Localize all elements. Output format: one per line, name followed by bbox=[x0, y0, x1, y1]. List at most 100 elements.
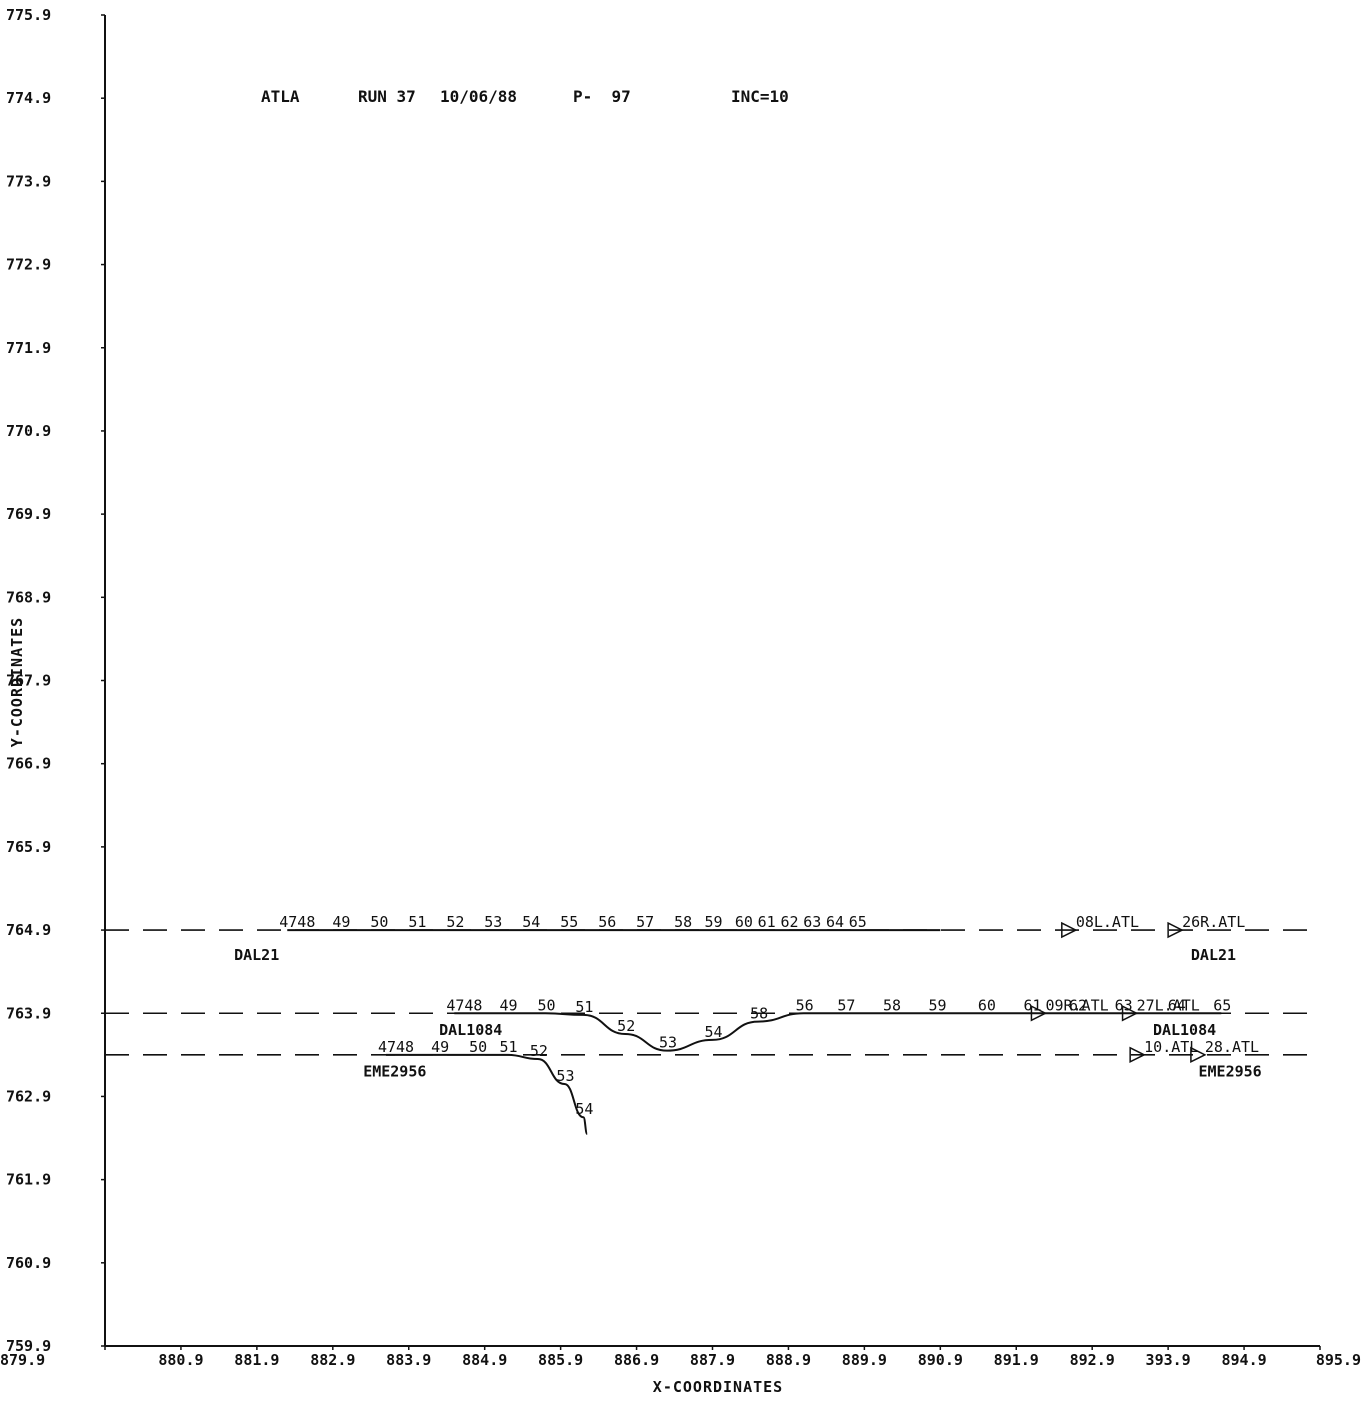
track-point-label: 62 bbox=[1069, 996, 1087, 1014]
y-tick-label: 765.9 bbox=[6, 838, 51, 856]
track-point-label: 59 bbox=[705, 913, 723, 931]
track-point-label: 52 bbox=[446, 913, 464, 931]
x-tick-label: 884.9 bbox=[462, 1351, 507, 1369]
aircraft-label: EME2956 bbox=[1199, 1062, 1262, 1080]
x-tick-label: 892.9 bbox=[1070, 1351, 1115, 1369]
y-tick-label: 763.9 bbox=[6, 1004, 51, 1022]
runway-label: 09R.ATL bbox=[1045, 996, 1108, 1014]
y-tick-label: 767.9 bbox=[6, 672, 51, 690]
header-date: 10/06/88 bbox=[440, 87, 517, 106]
x-tick-label: 879.9 bbox=[0, 1351, 45, 1369]
track-point-label: 64 bbox=[1168, 996, 1186, 1014]
aircraft-label: DAL1084 bbox=[439, 1021, 502, 1039]
track-point-label: 59 bbox=[929, 996, 947, 1014]
track-point-label: 63 bbox=[1115, 996, 1133, 1014]
x-tick-label: 393.9 bbox=[1146, 1351, 1191, 1369]
runway-threshold-icon bbox=[1190, 1046, 1207, 1064]
track-point-label: 61 bbox=[758, 913, 776, 931]
track-point-label: 65 bbox=[1213, 996, 1231, 1014]
track-point-label: 51 bbox=[408, 913, 426, 931]
track-point-label: 51 bbox=[499, 1038, 517, 1056]
x-axis-title: X-COORDINATES bbox=[653, 1378, 783, 1396]
axes: 775.9 774.9 773.9 772.9 771.9 770.9 769.9 768.9… bbox=[0, 6, 1361, 1369]
track-point-label: 52 bbox=[617, 1017, 635, 1035]
header-site: ATLA bbox=[261, 87, 300, 106]
chart-header: ATLA RUN 37 10/06/88 P- 97 INC=10 bbox=[261, 87, 789, 106]
track-line bbox=[385, 1053, 589, 1135]
runway-threshold-icon bbox=[1061, 921, 1078, 939]
x-tick-label: 891.9 bbox=[994, 1351, 1039, 1369]
track-point-label: 65 bbox=[849, 913, 867, 931]
track-point-label: 54 bbox=[522, 913, 540, 931]
track-point-label: 52 bbox=[530, 1042, 548, 1060]
runway-threshold-icon bbox=[1129, 1046, 1146, 1064]
track-point-label: 4748 bbox=[279, 913, 315, 931]
y-tick-label: 759.9 bbox=[6, 1337, 51, 1355]
header-run: RUN 37 bbox=[358, 87, 416, 106]
track-point-label: 4748 bbox=[378, 1038, 414, 1056]
track-point-label: 4748 bbox=[446, 996, 482, 1014]
track-point-label: 49 bbox=[431, 1038, 449, 1056]
track-dal1084: 4748 49 50 51 52 53 54 58 56 57 58 59 60 61 62 63 64 65 DA… bbox=[439, 996, 1231, 1051]
x-tick-label: 890.9 bbox=[918, 1351, 963, 1369]
track-point-label: 56 bbox=[796, 996, 814, 1014]
track-point-label: 49 bbox=[499, 996, 517, 1014]
runway-label: 28.ATL bbox=[1205, 1038, 1259, 1056]
track-point-label: 61 bbox=[1023, 996, 1041, 1014]
track-point-label: 49 bbox=[332, 913, 350, 931]
aircraft-label: DAL21 bbox=[234, 946, 279, 964]
y-tick-label: 761.9 bbox=[6, 1171, 51, 1189]
aircraft-label: DAL21 bbox=[1191, 946, 1236, 964]
track-point-label: 51 bbox=[575, 998, 593, 1016]
track-line bbox=[454, 1012, 1222, 1052]
x-tick-label: 885.9 bbox=[538, 1351, 583, 1369]
track-point-label: 50 bbox=[537, 996, 555, 1014]
track-point-label: 57 bbox=[636, 913, 654, 931]
track-point-label: 58 bbox=[750, 1005, 768, 1023]
track-point-label: 53 bbox=[659, 1034, 677, 1052]
track-point-label: 53 bbox=[484, 913, 502, 931]
y-tick-label: 773.9 bbox=[6, 172, 51, 190]
aircraft-label: DAL1084 bbox=[1153, 1021, 1216, 1039]
track-point-label: 54 bbox=[705, 1023, 723, 1041]
track-point-label: 57 bbox=[837, 996, 855, 1014]
runway-label: 08L.ATL bbox=[1076, 913, 1139, 931]
x-tick-label: 888.9 bbox=[766, 1351, 811, 1369]
header-inc: INC=10 bbox=[731, 87, 789, 106]
aircraft-tracks: 4748 49 50 51 52 53 54 55 56 57 58 59 60 61 62 63 64 65DA… bbox=[234, 913, 1262, 1135]
x-tick-label: 894.9 bbox=[1221, 1351, 1266, 1369]
aircraft-label: EME2956 bbox=[363, 1062, 426, 1080]
x-tick-label: 882.9 bbox=[310, 1351, 355, 1369]
x-tick-label: 880.9 bbox=[158, 1351, 203, 1369]
track-point-label: 54 bbox=[575, 1100, 593, 1118]
runway-label: 26R.ATL bbox=[1182, 913, 1245, 931]
y-tick-label: 760.9 bbox=[6, 1254, 51, 1272]
track-point-label: 50 bbox=[469, 1038, 487, 1056]
y-tick-label: 770.9 bbox=[6, 422, 51, 440]
track-point-label: 50 bbox=[370, 913, 388, 931]
y-tick-label: 764.9 bbox=[6, 921, 51, 939]
x-tick-label: 881.9 bbox=[234, 1351, 279, 1369]
y-tick-label: 768.9 bbox=[6, 588, 51, 606]
y-tick-label: 774.9 bbox=[6, 89, 51, 107]
runway-label: 27L.ATL bbox=[1137, 996, 1200, 1014]
track-point-label: 55 bbox=[560, 913, 578, 931]
x-tick-label: 883.9 bbox=[386, 1351, 431, 1369]
runway-label: 10.ATL bbox=[1144, 1038, 1198, 1056]
track-point-label: 58 bbox=[883, 996, 901, 1014]
y-tick-label: 769.9 bbox=[6, 505, 51, 523]
track-point-label: 63 bbox=[803, 913, 821, 931]
x-tick-label: 887.9 bbox=[690, 1351, 735, 1369]
y-tick-label: 771.9 bbox=[6, 339, 51, 357]
track-point-label: 60 bbox=[978, 996, 996, 1014]
y-tick-label: 766.9 bbox=[6, 755, 51, 773]
runway-threshold-icon bbox=[1167, 921, 1184, 939]
y-tick-label: 772.9 bbox=[6, 256, 51, 274]
track-dal21: 4748 49 50 51 52 53 54 55 56 57 58 59 60 61 62 63 64 65 DA… bbox=[234, 913, 1236, 964]
y-tick-label: 762.9 bbox=[6, 1087, 51, 1105]
y-axis-title: Y-COORDINATES bbox=[8, 617, 26, 747]
header-page: P- 97 bbox=[573, 87, 631, 106]
track-point-label: 62 bbox=[780, 913, 798, 931]
x-tick-label: 886.9 bbox=[614, 1351, 659, 1369]
